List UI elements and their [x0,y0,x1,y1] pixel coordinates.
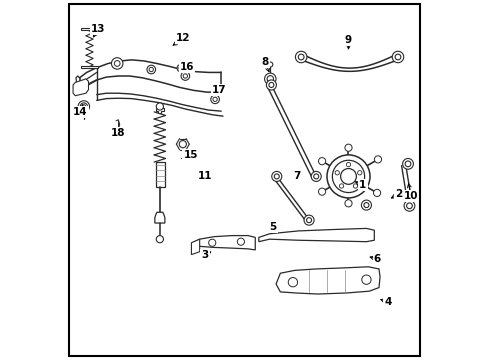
Circle shape [340,168,356,184]
Circle shape [179,66,182,70]
Circle shape [268,82,273,87]
Circle shape [287,278,297,287]
Polygon shape [155,108,164,113]
Circle shape [334,171,339,175]
Circle shape [267,62,272,67]
Polygon shape [156,162,164,187]
Text: 15: 15 [183,150,198,160]
Polygon shape [81,28,98,30]
Circle shape [318,188,325,195]
Circle shape [149,67,153,72]
Circle shape [80,103,87,110]
Circle shape [177,64,184,72]
Circle shape [295,51,306,63]
Circle shape [361,200,371,210]
Circle shape [306,218,311,223]
Text: 2: 2 [394,189,402,199]
Polygon shape [155,212,164,223]
Circle shape [402,158,412,169]
Polygon shape [276,267,379,294]
Circle shape [344,144,351,151]
Circle shape [373,189,380,197]
Circle shape [394,54,400,60]
Circle shape [357,171,361,175]
Circle shape [266,80,276,90]
Text: 6: 6 [373,254,380,264]
Circle shape [326,155,369,198]
Text: 9: 9 [344,35,351,45]
Circle shape [266,76,273,82]
Circle shape [212,97,217,102]
Circle shape [344,200,351,207]
Circle shape [183,74,187,78]
Circle shape [363,203,368,208]
Circle shape [156,235,163,243]
Circle shape [346,162,350,167]
Circle shape [78,101,89,112]
Circle shape [179,140,186,148]
Circle shape [405,161,410,167]
Text: 3: 3 [201,250,208,260]
Circle shape [304,215,313,225]
Circle shape [274,174,279,179]
Circle shape [310,171,321,181]
Polygon shape [191,239,199,255]
Circle shape [208,239,215,246]
Circle shape [406,203,411,209]
Circle shape [339,184,343,188]
Text: 7: 7 [292,171,300,181]
Text: 16: 16 [180,62,194,72]
Text: 17: 17 [212,85,226,95]
Circle shape [210,95,219,104]
Circle shape [374,156,381,163]
Text: 5: 5 [269,222,276,231]
Text: 12: 12 [176,33,190,43]
Polygon shape [81,66,98,68]
Text: 4: 4 [384,297,391,307]
Circle shape [318,158,325,165]
Circle shape [264,73,276,85]
Circle shape [111,58,122,69]
Circle shape [313,174,318,179]
Text: 10: 10 [403,191,418,201]
Circle shape [352,184,357,188]
Text: 8: 8 [261,57,268,67]
Circle shape [82,105,85,108]
Circle shape [114,60,120,66]
Text: 11: 11 [198,171,212,181]
Circle shape [332,160,364,193]
Circle shape [271,171,281,181]
Text: 14: 14 [73,107,88,117]
Circle shape [391,51,403,63]
Circle shape [403,201,414,211]
Polygon shape [73,79,88,96]
Text: 13: 13 [91,24,105,34]
Circle shape [181,72,189,80]
Polygon shape [258,228,373,242]
Circle shape [147,65,155,74]
Text: 1: 1 [359,180,366,190]
Circle shape [237,238,244,245]
Circle shape [156,103,163,110]
Circle shape [361,275,370,284]
Text: 18: 18 [111,128,125,138]
Polygon shape [192,235,255,250]
Circle shape [298,54,304,60]
